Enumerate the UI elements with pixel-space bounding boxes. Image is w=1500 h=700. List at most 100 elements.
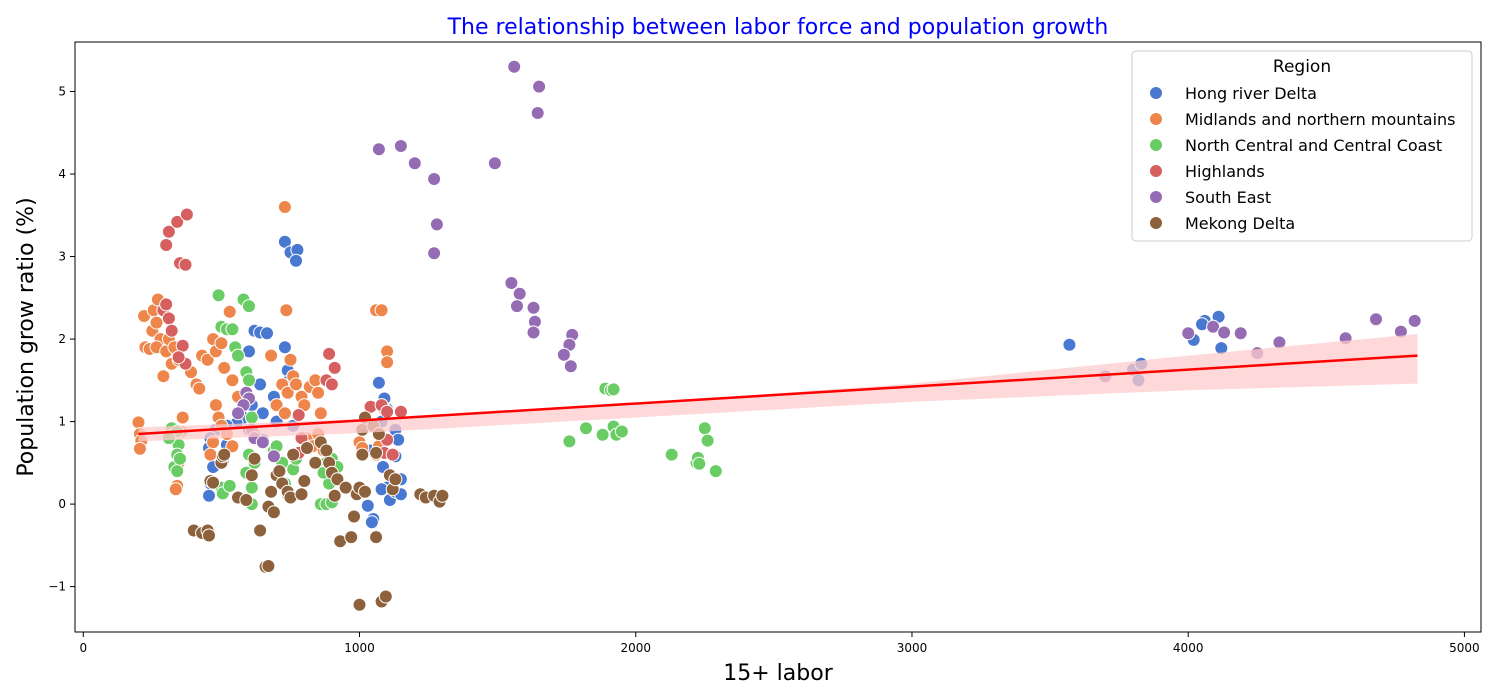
data-point xyxy=(324,377,339,392)
data-point xyxy=(606,382,621,397)
data-point xyxy=(164,323,179,338)
data-point xyxy=(272,464,287,479)
y-tick-label: 2 xyxy=(58,332,66,346)
x-tick-label: 5000 xyxy=(1449,641,1480,655)
series-4 xyxy=(231,59,1422,464)
data-point xyxy=(266,505,281,520)
data-point xyxy=(211,288,226,303)
data-point xyxy=(313,406,328,421)
data-point xyxy=(242,299,256,314)
legend-label: South East xyxy=(1185,188,1271,207)
y-tick-label: 1 xyxy=(58,415,66,429)
legend-marker xyxy=(1149,112,1163,126)
data-point xyxy=(344,530,359,545)
data-point xyxy=(614,424,629,439)
legend-label: Mekong Delta xyxy=(1185,214,1295,233)
data-point xyxy=(556,347,571,362)
data-point xyxy=(388,472,403,487)
series-3 xyxy=(156,207,408,462)
data-point xyxy=(708,464,723,479)
legend-marker xyxy=(1149,164,1163,178)
data-point xyxy=(294,487,309,502)
y-tick-label: 4 xyxy=(58,167,66,181)
legend-marker xyxy=(1149,138,1163,152)
data-point xyxy=(225,322,240,337)
data-point xyxy=(264,484,279,499)
data-point xyxy=(380,404,395,419)
data-point xyxy=(173,451,187,466)
data-point xyxy=(280,385,295,400)
data-point xyxy=(277,406,292,421)
data-point xyxy=(369,445,384,460)
data-point xyxy=(322,346,337,361)
data-point xyxy=(369,530,384,545)
data-point xyxy=(378,589,393,604)
data-point xyxy=(192,381,207,396)
data-point xyxy=(179,207,194,222)
data-point xyxy=(208,398,223,413)
data-point xyxy=(244,468,259,483)
data-point xyxy=(168,482,183,497)
y-tick-label: −1 xyxy=(48,580,66,594)
legend-label: North Central and Central Coast xyxy=(1185,136,1442,155)
data-point xyxy=(393,404,408,419)
data-point xyxy=(264,348,279,363)
data-point xyxy=(214,336,229,351)
data-point xyxy=(266,449,281,464)
data-point xyxy=(664,447,679,462)
y-axis: −1 0 1 2 3 4 5 xyxy=(48,85,75,594)
data-point xyxy=(244,480,259,495)
data-point xyxy=(149,315,164,330)
data-point xyxy=(300,441,314,455)
legend-items: Hong river Delta Midlands and northern mo… xyxy=(1149,84,1456,233)
data-point xyxy=(202,488,216,503)
data-point xyxy=(393,139,408,153)
data-point xyxy=(371,142,386,157)
data-point xyxy=(427,246,442,261)
data-point xyxy=(178,257,193,272)
data-point xyxy=(327,360,342,375)
data-point xyxy=(269,398,284,413)
y-tick-label: 3 xyxy=(58,250,66,264)
data-point xyxy=(202,528,216,543)
legend: Region Hong river Delta Midlands and nort… xyxy=(1131,50,1473,242)
x-axis: 0 1000 2000 3000 4000 5000 xyxy=(79,632,1480,655)
data-point xyxy=(319,443,334,458)
data-point xyxy=(700,433,715,448)
legend-box xyxy=(1131,50,1473,242)
data-point xyxy=(526,325,541,340)
data-point xyxy=(352,597,367,612)
data-point xyxy=(277,200,292,214)
data-point xyxy=(1369,312,1383,327)
data-point xyxy=(512,286,527,301)
y-tick-label: 0 xyxy=(58,497,66,511)
data-point xyxy=(530,106,545,120)
data-point xyxy=(217,447,232,462)
data-point xyxy=(239,493,254,507)
data-point xyxy=(330,472,345,487)
data-point xyxy=(1217,325,1232,340)
series-1 xyxy=(131,200,395,497)
data-point xyxy=(358,484,372,499)
data-point xyxy=(364,515,379,530)
x-tick-label: 4000 xyxy=(1173,641,1204,655)
data-point xyxy=(175,410,190,425)
data-point xyxy=(225,373,240,388)
data-point xyxy=(171,350,186,365)
data-point xyxy=(170,464,185,479)
data-point xyxy=(159,238,174,252)
data-point xyxy=(286,447,301,462)
data-point xyxy=(156,369,171,384)
data-point xyxy=(429,217,444,232)
data-point xyxy=(697,421,712,436)
data-point xyxy=(283,352,298,367)
data-point xyxy=(159,297,174,312)
legend-marker xyxy=(1149,86,1163,100)
data-point xyxy=(1233,326,1248,341)
y-tick-label: 5 xyxy=(58,85,66,99)
data-point xyxy=(374,303,389,318)
data-point xyxy=(297,474,312,488)
data-point xyxy=(261,559,276,573)
